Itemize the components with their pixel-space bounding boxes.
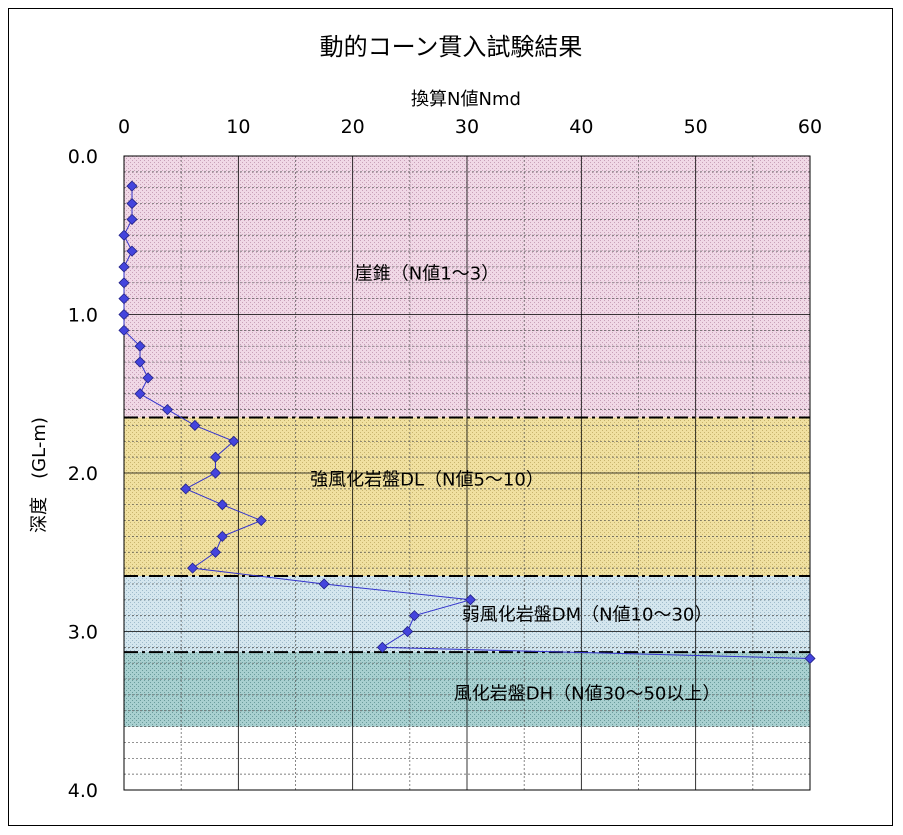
data-point [255, 514, 267, 527]
ticks-layer: 0 10 20 30 40 50 60 0.0 1.0 2.0 3.0 4.0 [68, 116, 822, 802]
y-tick-label: 4.0 [68, 780, 98, 802]
data-point [180, 483, 192, 495]
data-point [376, 641, 388, 653]
chart-title: 動的コーン貫入試験結果 [320, 33, 583, 61]
data-point [228, 435, 240, 447]
x-tick-label: 40 [569, 116, 593, 138]
data-point [118, 277, 130, 289]
data-point [187, 562, 199, 574]
data-point [134, 340, 146, 352]
plot-area-border [123, 155, 811, 791]
data-point [804, 652, 816, 665]
zone-label: 弱風化岩盤DM（N値10～30） [462, 604, 713, 625]
data-point [118, 324, 130, 336]
data-point [134, 356, 146, 368]
data-point [408, 610, 420, 622]
y-tick-label: 1.0 [68, 305, 98, 327]
data-point [118, 293, 130, 305]
data-point [126, 197, 138, 210]
x-tick-label: 60 [798, 116, 822, 138]
data-point [209, 546, 222, 558]
data-point [126, 213, 138, 225]
data-point [318, 578, 330, 590]
data-point [209, 467, 222, 479]
x-axis-title: 換算N値Nmd [411, 89, 521, 110]
x-tick-label: 30 [455, 116, 479, 138]
data-point [134, 388, 146, 400]
data-point [464, 594, 476, 606]
data-point [216, 530, 228, 542]
x-tick-label: 50 [684, 116, 708, 138]
y-tick-label: 2.0 [68, 463, 98, 485]
data-point [161, 404, 174, 416]
data-point [118, 261, 130, 273]
data-point [142, 372, 154, 384]
data-point [401, 625, 414, 638]
data-point [189, 419, 201, 432]
series-layer [118, 180, 816, 665]
boundary-layer [124, 416, 810, 654]
x-tick-label: 0 [118, 116, 130, 138]
data-point [126, 245, 138, 257]
y-tick-label: 3.0 [68, 622, 98, 644]
zone-label: 崖錐（N値1～3） [355, 264, 499, 285]
data-point [126, 180, 138, 192]
data-point [118, 229, 130, 241]
data-point [209, 451, 222, 463]
data-point [118, 308, 130, 321]
y-axis-title: 深度 (GL-m) [29, 417, 50, 533]
grid-layer [124, 156, 810, 790]
x-tick-label: 20 [341, 116, 365, 138]
zone-labels-layer: 崖錐（N値1～3） 強風化岩盤DL（N値5～10） 弱風化岩盤DM（N値10～30）… [310, 264, 720, 705]
zone-label: 強風化岩盤DL（N値5～10） [310, 470, 544, 491]
y-tick-label: 0.0 [68, 146, 98, 168]
data-point [216, 499, 228, 511]
x-tick-label: 10 [226, 116, 250, 138]
zone-label: 風化岩盤DH（N値30～50以上） [454, 684, 721, 705]
